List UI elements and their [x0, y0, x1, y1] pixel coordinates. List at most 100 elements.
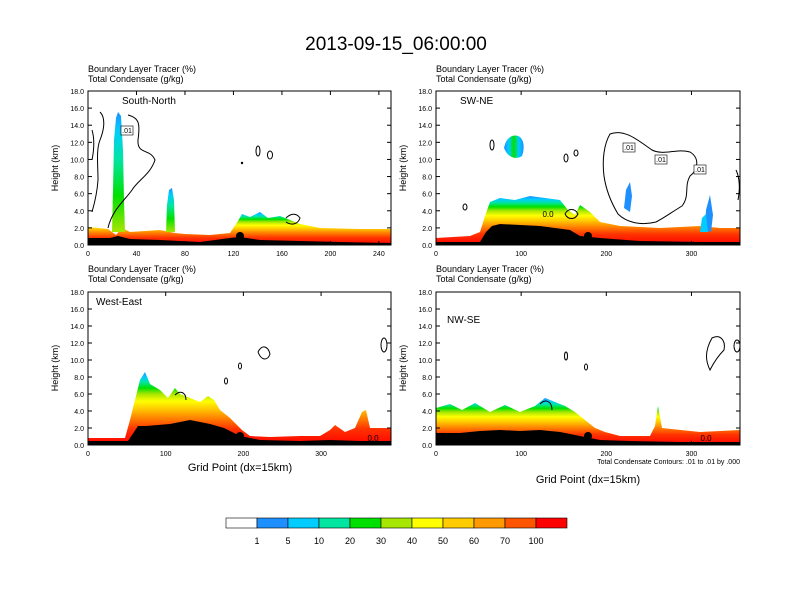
colorbar-swatch	[225, 517, 258, 529]
condensate-contours	[539, 336, 741, 411]
location-marker	[236, 232, 244, 240]
x-tick-label: 200	[325, 251, 337, 258]
colorbar-label: 20	[345, 536, 355, 546]
x-tick-label: 200	[600, 451, 612, 458]
condensate-contours	[91, 111, 301, 229]
contour-label: .01	[120, 125, 134, 136]
x-tick-label: 160	[276, 251, 288, 258]
contour-label: 0.0	[700, 434, 712, 443]
y-axis-ticks: 0.0 2.0 4.0 6.0 8.0 10.0 12.0 14.0 16.0 18.0	[70, 290, 391, 450]
y-tick-label: 16.0	[418, 106, 432, 113]
x-axis-ticks: 0 100 200 300	[434, 292, 697, 458]
colorbar-label: 5	[285, 536, 290, 546]
svg-text:.01: .01	[656, 157, 666, 164]
x-axis-ticks: 0 100 200 300	[86, 292, 327, 458]
location-marker	[584, 432, 592, 440]
terrain	[436, 224, 740, 245]
colorbar-swatch	[287, 517, 320, 529]
y-tick-label: 4.0	[422, 209, 432, 216]
y-tick-label: 0.0	[422, 443, 432, 450]
colorbar-label: 40	[407, 536, 417, 546]
colorbar-label: 70	[500, 536, 510, 546]
y-tick-label: 6.0	[422, 192, 432, 199]
y-tick-label: 2.0	[422, 426, 432, 433]
x-tick-label: 240	[373, 251, 385, 258]
x-axis-ticks: 0 40 80 120 160 200 240	[86, 91, 385, 258]
colorbar-swatch	[256, 517, 289, 529]
y-tick-label: 16.0	[70, 307, 84, 314]
y-tick-label: 18.0	[418, 290, 432, 297]
panel-header-line-2: Total Condensate (g/kg)	[88, 274, 184, 284]
x-tick-label: 40	[133, 251, 141, 258]
y-axis-label: Height (km)	[50, 145, 60, 192]
svg-text:.01: .01	[695, 167, 705, 174]
y-tick-label: 18.0	[418, 89, 432, 96]
colorbar-label: 100	[528, 536, 543, 546]
y-axis-label: Height (km)	[50, 345, 60, 392]
y-tick-label: 14.0	[418, 123, 432, 130]
y-tick-label: 0.0	[74, 243, 84, 250]
x-axis-ticks: 0 100 200 300	[434, 91, 697, 258]
y-tick-label: 8.0	[74, 375, 84, 382]
panel-header-line-2: Total Condensate (g/kg)	[436, 74, 532, 84]
condensate-contours	[174, 337, 388, 401]
colorbar-swatch	[442, 517, 475, 529]
y-tick-label: 12.0	[70, 140, 84, 147]
location-marker	[236, 432, 244, 440]
x-tick-label: 100	[515, 451, 527, 458]
y-tick-label: 16.0	[418, 307, 432, 314]
colorbar-label: 30	[376, 536, 386, 546]
terrain	[436, 430, 740, 445]
plot-frame	[87, 90, 392, 246]
x-tick-label: 0	[86, 451, 90, 458]
x-tick-label: 300	[315, 451, 327, 458]
y-tick-label: 6.0	[74, 192, 84, 199]
y-tick-label: 2.0	[74, 426, 84, 433]
colorbar-swatch	[473, 517, 506, 529]
x-tick-label: 0	[86, 251, 90, 258]
x-tick-label: 200	[238, 451, 250, 458]
x-tick-label: 80	[181, 251, 189, 258]
y-tick-label: 2.0	[74, 226, 84, 233]
panel-header-line-2: Total Condensate (g/kg)	[88, 74, 184, 84]
x-tick-label: 300	[686, 451, 698, 458]
x-tick-label: 0	[434, 451, 438, 458]
y-tick-label: 12.0	[70, 341, 84, 348]
y-tick-label: 10.0	[70, 157, 84, 164]
y-tick-label: 12.0	[418, 341, 432, 348]
y-tick-label: 8.0	[422, 175, 432, 182]
y-axis-ticks: 0.0 2.0 4.0 6.0 8.0 10.0 12.0 14.0 16.0 18.0	[418, 290, 740, 450]
figure-title: 2013-09-15_06:00:00	[305, 34, 487, 55]
x-axis-label: Grid Point (dx=15km)	[536, 474, 640, 486]
y-axis-label: Height (km)	[398, 345, 408, 392]
panel-header-line-1: Boundary Layer Tracer (%)	[88, 264, 196, 274]
y-tick-label: 4.0	[74, 209, 84, 216]
colorbar: 1 5 10 20 30 40 50 60 70 100	[225, 517, 568, 546]
x-tick-label: 120	[228, 251, 240, 258]
colorbar-swatch	[349, 517, 382, 529]
colorbar-swatch	[504, 517, 537, 529]
y-tick-label: 8.0	[422, 375, 432, 382]
x-tick-label: 300	[686, 251, 698, 258]
terrain	[88, 420, 391, 445]
y-tick-label: 4.0	[422, 409, 432, 416]
y-tick-label: 4.0	[74, 409, 84, 416]
y-tick-label: 10.0	[418, 157, 432, 164]
panel-name: SW-NE	[460, 96, 493, 107]
panel-name: NW-SE	[447, 315, 480, 326]
colorbar-swatch	[380, 517, 413, 529]
contour-label: .01	[654, 154, 668, 165]
plot-frame	[435, 291, 741, 446]
y-tick-label: 0.0	[422, 243, 432, 250]
y-axis-ticks: 0.0 2.0 4.0 6.0 8.0 10.0 12.0 14.0 16.0 18.0	[70, 89, 391, 250]
y-tick-label: 16.0	[70, 106, 84, 113]
svg-text:.01: .01	[122, 128, 132, 135]
panel-header-line-1: Boundary Layer Tracer (%)	[436, 264, 544, 274]
boundary-layer-fill	[436, 135, 740, 245]
y-tick-label: 2.0	[422, 226, 432, 233]
y-tick-label: 8.0	[74, 175, 84, 182]
y-tick-label: 12.0	[418, 140, 432, 147]
colorbar-swatch	[318, 517, 351, 529]
colorbar-swatch	[411, 517, 444, 529]
terrain	[88, 236, 391, 245]
